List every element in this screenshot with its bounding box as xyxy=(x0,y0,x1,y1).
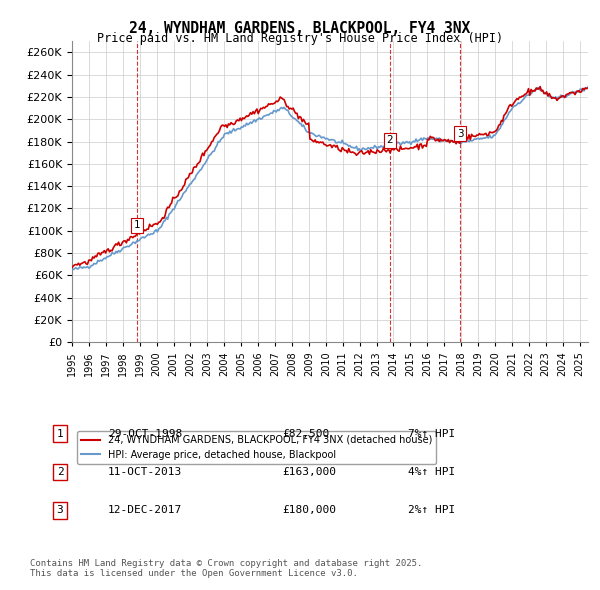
Text: Contains HM Land Registry data © Crown copyright and database right 2025.
This d: Contains HM Land Registry data © Crown c… xyxy=(30,559,422,578)
Legend: 24, WYNDHAM GARDENS, BLACKPOOL, FY4 3NX (detached house), HPI: Average price, de: 24, WYNDHAM GARDENS, BLACKPOOL, FY4 3NX … xyxy=(77,431,436,464)
Text: 4%↑ HPI: 4%↑ HPI xyxy=(408,467,455,477)
Text: 2%↑ HPI: 2%↑ HPI xyxy=(408,506,455,515)
Text: 12-DEC-2017: 12-DEC-2017 xyxy=(108,506,182,515)
Text: 7%↑ HPI: 7%↑ HPI xyxy=(408,429,455,438)
Text: 29-OCT-1998: 29-OCT-1998 xyxy=(108,429,182,438)
Text: 3: 3 xyxy=(457,129,464,139)
Text: 2: 2 xyxy=(56,467,64,477)
Text: 3: 3 xyxy=(56,506,64,515)
Text: Price paid vs. HM Land Registry's House Price Index (HPI): Price paid vs. HM Land Registry's House … xyxy=(97,32,503,45)
Text: £180,000: £180,000 xyxy=(282,506,336,515)
Text: 2: 2 xyxy=(386,136,393,146)
Text: 11-OCT-2013: 11-OCT-2013 xyxy=(108,467,182,477)
Text: £82,500: £82,500 xyxy=(282,429,329,438)
Text: 1: 1 xyxy=(56,429,64,438)
Text: £163,000: £163,000 xyxy=(282,467,336,477)
Text: 24, WYNDHAM GARDENS, BLACKPOOL, FY4 3NX: 24, WYNDHAM GARDENS, BLACKPOOL, FY4 3NX xyxy=(130,21,470,35)
Text: 1: 1 xyxy=(133,220,140,230)
